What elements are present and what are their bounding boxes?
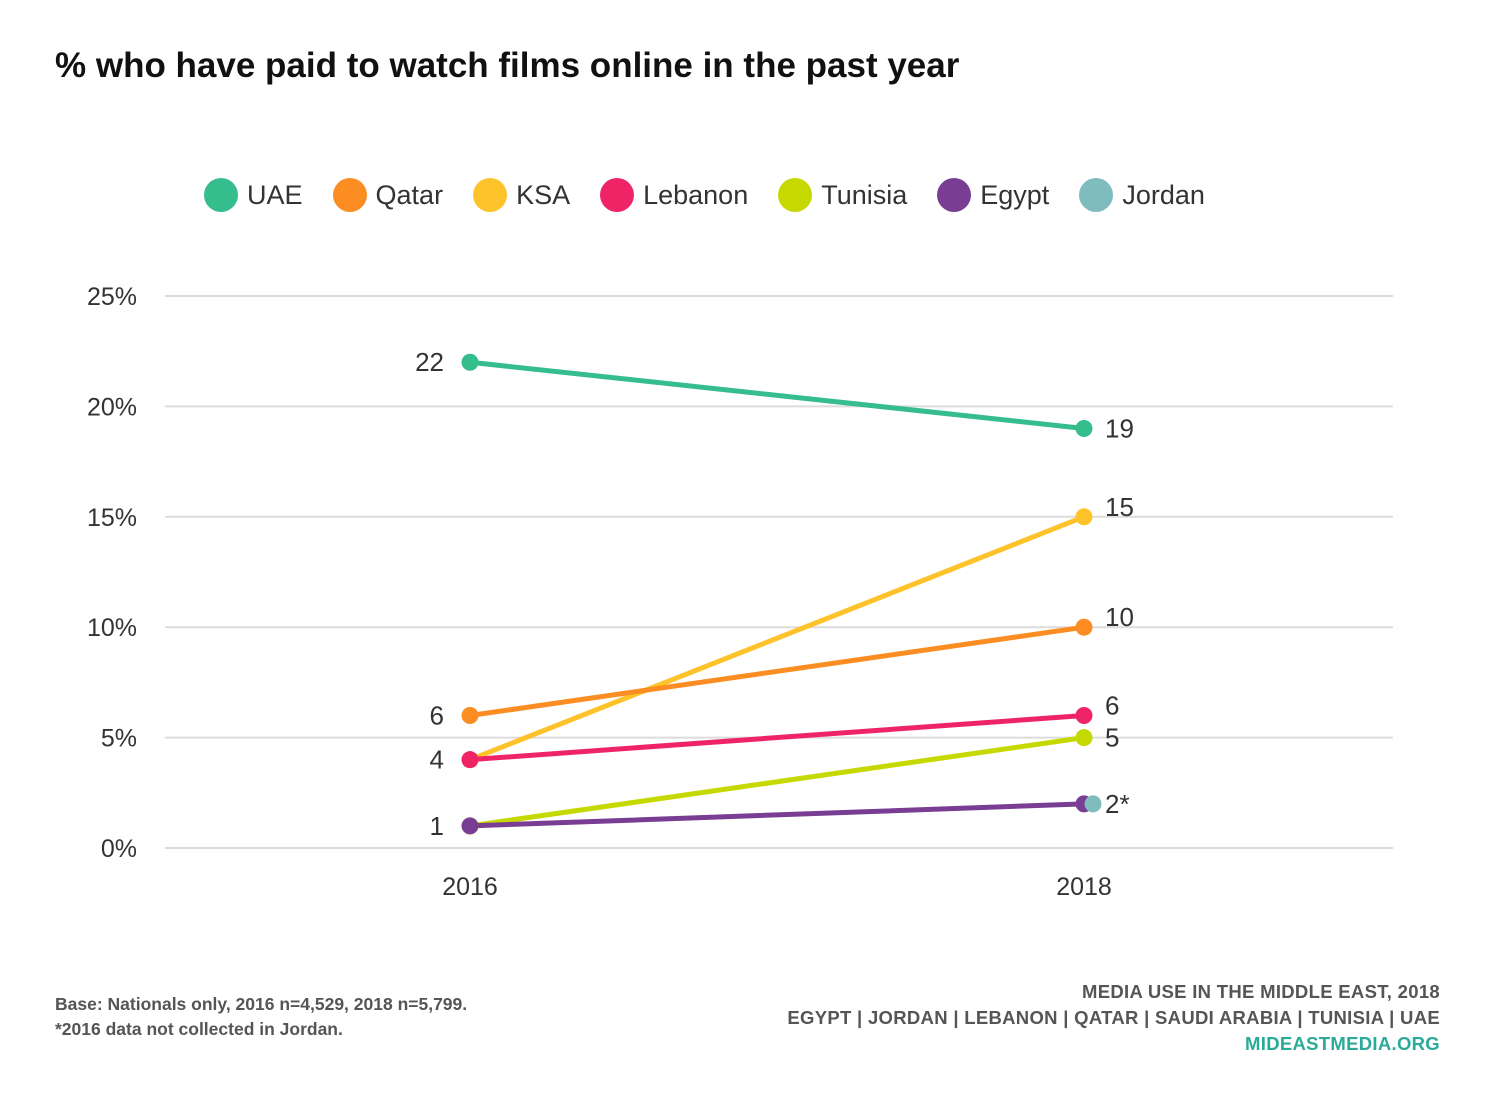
data-point-tunisia: [1075, 729, 1093, 747]
legend-item-qatar: Qatar: [332, 178, 444, 212]
legend-label: Jordan: [1122, 179, 1205, 210]
source-title: MEDIA USE IN THE MIDDLE EAST, 2018: [1082, 981, 1440, 1002]
legend-label: Tunisia: [821, 179, 908, 210]
x-tick-label: 2018: [1056, 873, 1112, 901]
legend-label: Qatar: [375, 179, 444, 210]
source-block: MEDIA USE IN THE MIDDLE EAST, 2018 EGYPT…: [787, 979, 1440, 1057]
series-line-tunisia: [467, 735, 1087, 829]
data-point-uae: [1075, 419, 1093, 437]
legend-swatch: [204, 178, 238, 212]
data-label: 6: [430, 701, 444, 731]
data-label: 1: [430, 811, 444, 841]
legend-label: KSA: [516, 179, 571, 210]
legend-item-jordan: Jordan: [1079, 178, 1205, 212]
data-point-qatar: [461, 707, 479, 725]
legend-swatch: [1079, 178, 1114, 212]
x-tick-label: 2016: [442, 873, 498, 901]
footnote-note: *2016 data not collected in Jordan.: [55, 1019, 343, 1039]
series-line-ksa: [467, 514, 1087, 763]
data-point-ksa: [1075, 508, 1093, 526]
legend-item-lebanon: Lebanon: [600, 178, 748, 212]
data-point-lebanon: [1075, 707, 1093, 725]
legend: UAE Qatar KSA Lebanon Tunisia Egypt Jordan: [204, 174, 1235, 216]
data-label: 5: [1105, 723, 1119, 753]
source-url[interactable]: MIDEASTMEDIA.ORG: [1245, 1033, 1440, 1054]
y-tick-label: 15%: [87, 504, 137, 532]
series-line-qatar: [467, 624, 1087, 719]
data-label: 22: [415, 347, 444, 377]
data-label: 4: [430, 745, 444, 775]
y-tick-label: 0%: [101, 835, 137, 863]
legend-item-uae: UAE: [204, 178, 303, 212]
data-point-jordan: [1084, 795, 1102, 813]
legend-swatch: [937, 178, 972, 212]
chart-title: % who have paid to watch films online in…: [55, 46, 960, 85]
data-label: 15: [1105, 492, 1134, 522]
data-label: 19: [1105, 413, 1134, 443]
data-label: 2*: [1105, 789, 1130, 819]
series-line-lebanon: [467, 713, 1087, 763]
legend-item-tunisia: Tunisia: [778, 178, 907, 212]
source-countries: EGYPT | JORDAN | LEBANON | QATAR | SAUDI…: [787, 1007, 1440, 1028]
legend-swatch: [778, 178, 813, 212]
y-tick-label: 25%: [87, 283, 137, 311]
data-label: 6: [1105, 691, 1119, 721]
legend-item-ksa: KSA: [473, 178, 570, 212]
footnote-base: Base: Nationals only, 2016 n=4,529, 2018…: [55, 994, 468, 1014]
legend-label: Egypt: [980, 179, 1050, 210]
data-point-egypt: [461, 817, 479, 835]
y-tick-label: 5%: [101, 725, 137, 753]
legend-label: Lebanon: [643, 179, 749, 210]
y-tick-label: 10%: [87, 614, 137, 642]
series-line-uae: [467, 359, 1087, 431]
data-point-qatar: [1075, 618, 1093, 636]
legend-label: UAE: [247, 179, 303, 210]
data-label: 10: [1105, 602, 1134, 632]
y-tick-label: 20%: [87, 393, 137, 421]
footnote: Base: Nationals only, 2016 n=4,529, 2018…: [55, 992, 467, 1042]
legend-swatch: [600, 178, 635, 212]
series-line-egypt: [467, 801, 1087, 829]
data-point-uae: [461, 353, 479, 371]
data-point-lebanon: [461, 751, 479, 769]
legend-swatch: [473, 178, 508, 212]
legend-swatch: [332, 178, 367, 212]
legend-item-egypt: Egypt: [937, 178, 1049, 212]
